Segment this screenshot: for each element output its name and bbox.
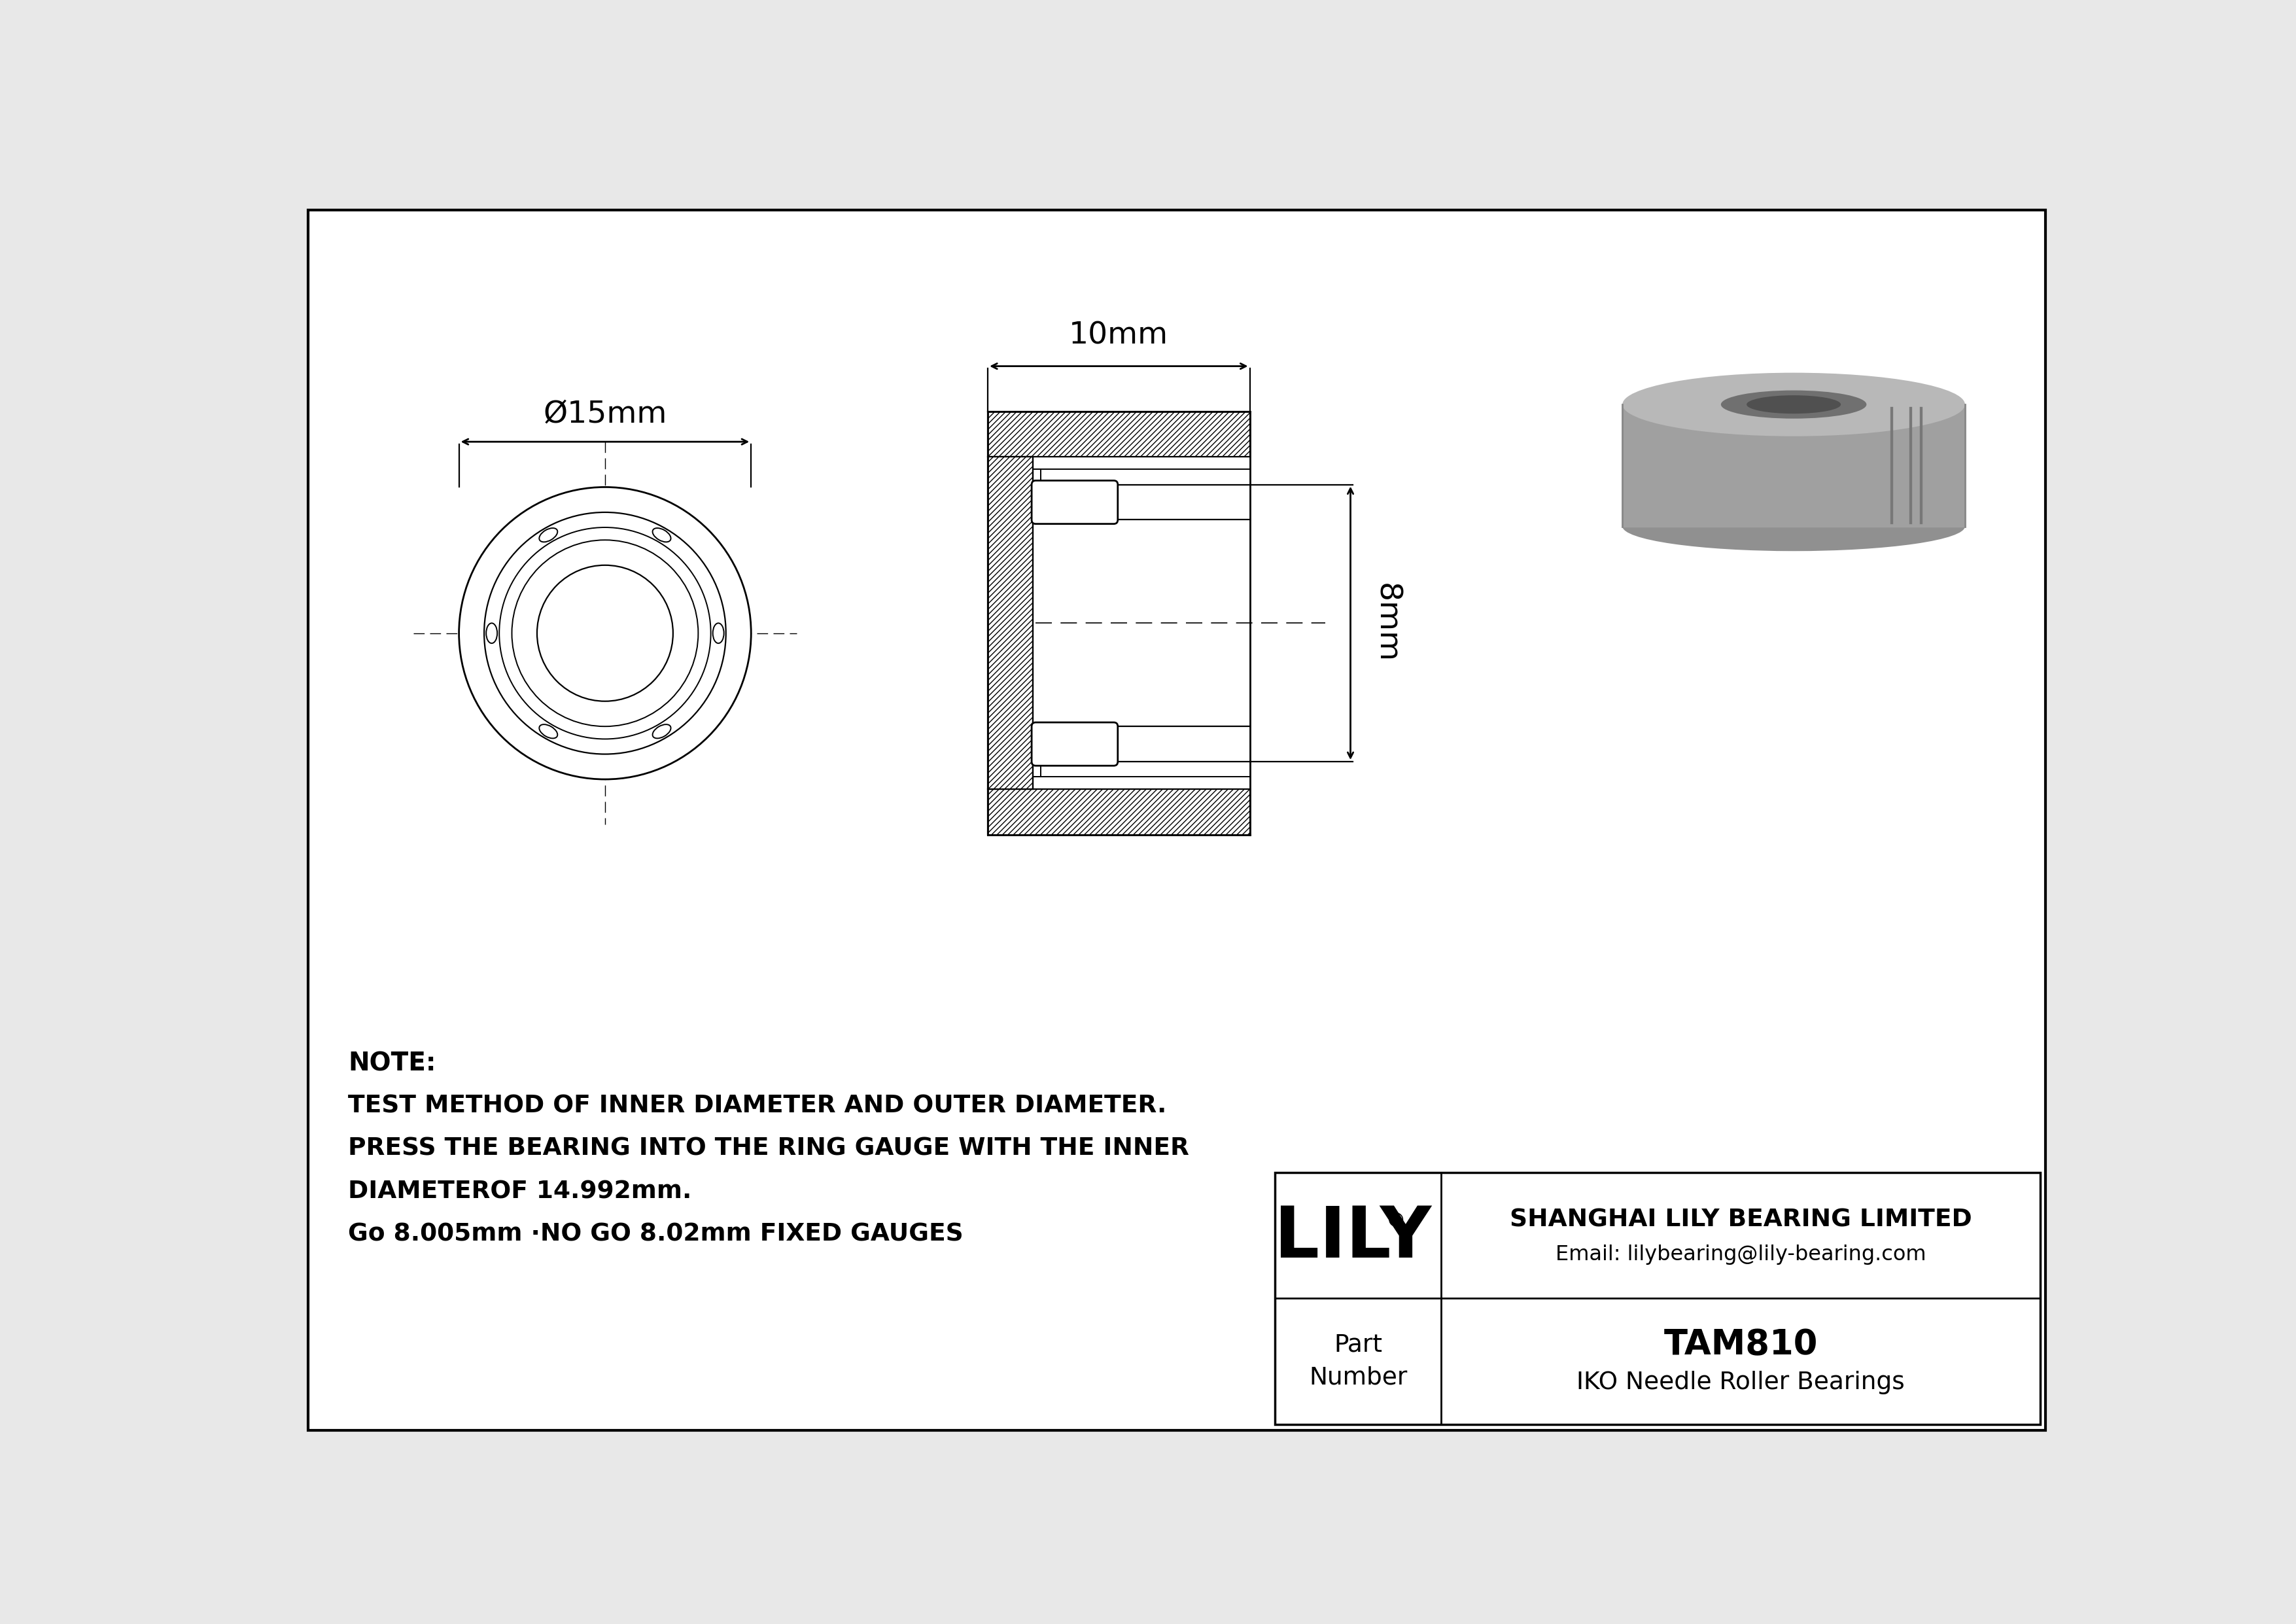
Bar [1274, 1173, 2041, 1424]
Circle shape [537, 565, 673, 702]
Ellipse shape [1623, 374, 1965, 437]
Text: Email: lilybearing@lily-bearing.com: Email: lilybearing@lily-bearing.com [1554, 1244, 1926, 1265]
Circle shape [498, 528, 712, 739]
Ellipse shape [487, 624, 498, 643]
Ellipse shape [1722, 390, 1867, 419]
Ellipse shape [1623, 502, 1965, 551]
Text: 8mm: 8mm [1371, 583, 1401, 663]
Text: LILY: LILY [1274, 1203, 1430, 1273]
Text: NOTE:: NOTE: [349, 1051, 436, 1077]
FancyBboxPatch shape [1031, 723, 1118, 765]
Text: Go 8.005mm ·NO GO 8.02mm FIXED GAUGES: Go 8.005mm ·NO GO 8.02mm FIXED GAUGES [349, 1223, 964, 1246]
Text: Part
Number: Part Number [1309, 1333, 1407, 1390]
FancyBboxPatch shape [1031, 481, 1118, 525]
Circle shape [512, 541, 698, 726]
Text: DIAMETEROF 14.992mm.: DIAMETEROF 14.992mm. [349, 1181, 691, 1203]
Text: TAM810: TAM810 [1665, 1328, 1818, 1363]
Bar [987, 456, 1033, 789]
Text: ®: ® [1387, 1212, 1405, 1231]
Ellipse shape [712, 624, 723, 643]
Ellipse shape [652, 528, 670, 542]
Bar [987, 789, 1249, 835]
Ellipse shape [540, 724, 558, 739]
Circle shape [459, 487, 751, 780]
Text: PRESS THE BEARING INTO THE RING GAUGE WITH THE INNER: PRESS THE BEARING INTO THE RING GAUGE WI… [349, 1137, 1189, 1161]
Ellipse shape [1747, 395, 1841, 414]
Ellipse shape [652, 724, 670, 739]
Text: SHANGHAI LILY BEARING LIMITED: SHANGHAI LILY BEARING LIMITED [1511, 1208, 1972, 1233]
Text: Ø15mm: Ø15mm [544, 400, 666, 429]
Text: 10mm: 10mm [1070, 322, 1169, 351]
Circle shape [484, 512, 726, 754]
Polygon shape [1623, 404, 1965, 526]
Text: TEST METHOD OF INNER DIAMETER AND OUTER DIAMETER.: TEST METHOD OF INNER DIAMETER AND OUTER … [349, 1095, 1166, 1117]
Bar [987, 411, 1249, 456]
Ellipse shape [540, 528, 558, 542]
Text: IKO Needle Roller Bearings: IKO Needle Roller Bearings [1577, 1371, 1906, 1393]
